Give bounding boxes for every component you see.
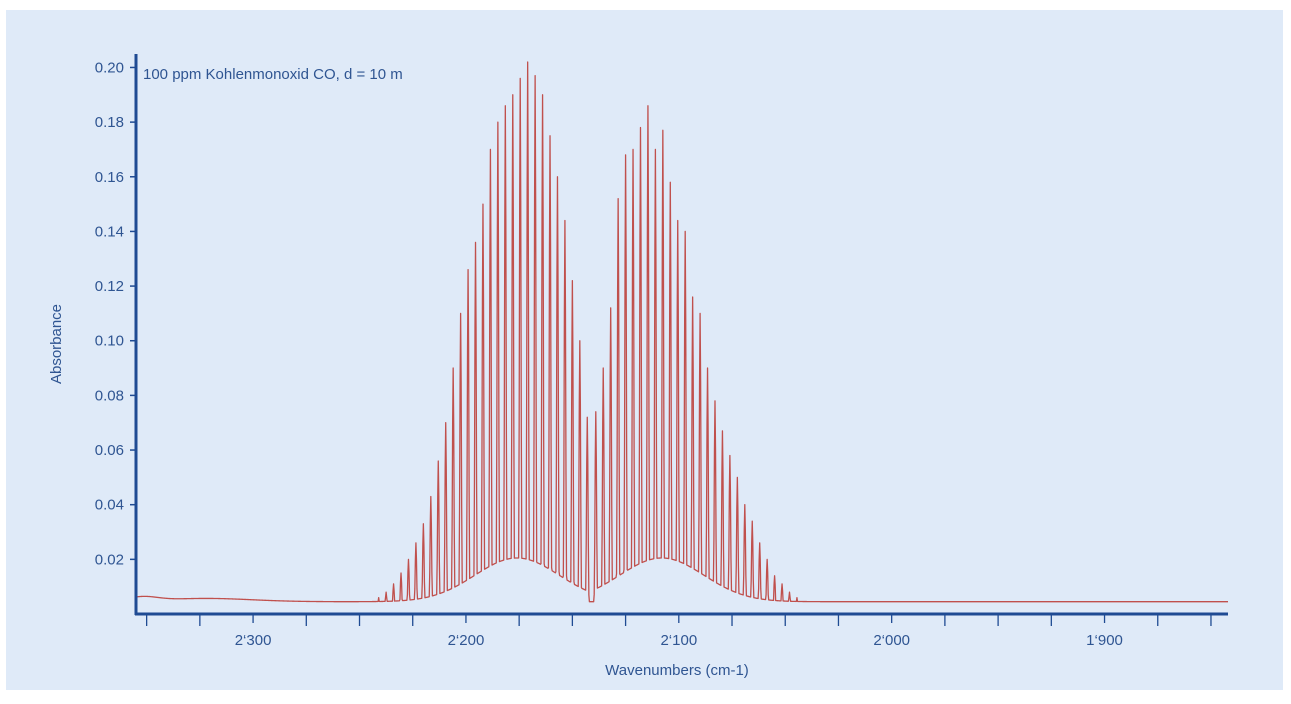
- y-tick-label: 0.10: [95, 333, 124, 350]
- chart-panel: 0.02 0.04 0.06 0.08 0.10 0.12 0.14 0.16 0.18 0.20…: [6, 10, 1283, 690]
- x-tick-label: 2‘100: [660, 632, 697, 649]
- y-axis-title: Absorbance: [48, 304, 65, 384]
- chart-annotation: 100 ppm Kohlenmonoxid CO, d = 10 m: [143, 66, 403, 83]
- tick-labels: 0.02 0.04 0.06 0.08 0.10 0.12 0.14 0.16 0.18 0.20…: [95, 59, 1123, 649]
- y-tick-label: 0.18: [95, 114, 124, 131]
- y-tick-label: 0.04: [95, 497, 124, 514]
- x-tick-label: 1‘900: [1086, 632, 1123, 649]
- y-tick-label: 0.06: [95, 442, 124, 459]
- x-tick-label: 2‘000: [873, 632, 910, 649]
- x-axis-title: Wavenumbers (cm-1): [605, 662, 749, 679]
- spectrum-series-line: [135, 61, 1229, 603]
- x-tick-label: 2‘300: [235, 632, 272, 649]
- x-tick-label: 2‘200: [448, 632, 485, 649]
- y-tick-label: 0.12: [95, 278, 124, 295]
- y-tick-label: 0.20: [95, 59, 124, 76]
- absorbance-spectrum-chart: 0.02 0.04 0.06 0.08 0.10 0.12 0.14 0.16 0.18 0.20…: [48, 54, 1229, 679]
- y-tick-label: 0.16: [95, 169, 124, 186]
- y-tick-label: 0.02: [95, 551, 124, 568]
- y-tick-label: 0.14: [95, 223, 124, 240]
- y-tick-label: 0.08: [95, 387, 124, 404]
